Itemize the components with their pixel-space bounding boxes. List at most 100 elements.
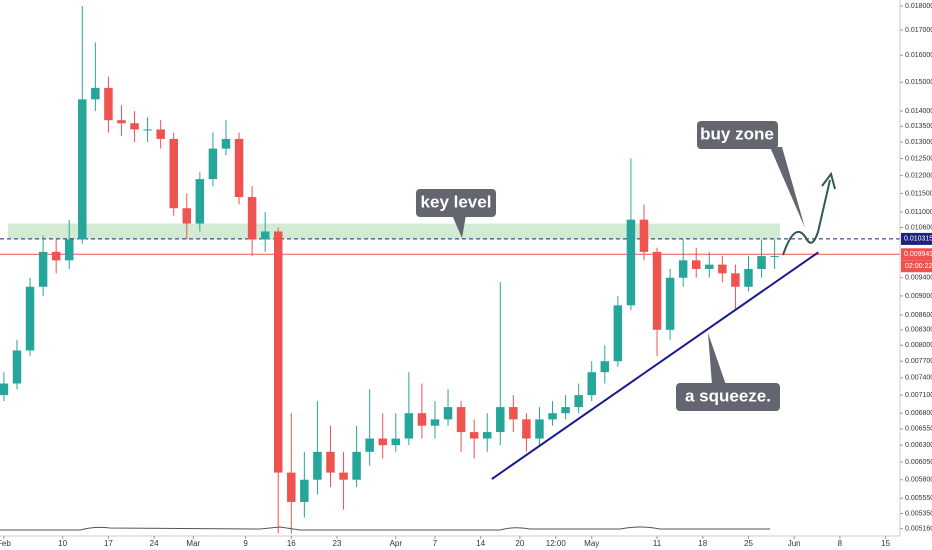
candle-body	[391, 438, 401, 446]
y-tick-label: 0.008000	[905, 342, 932, 349]
volume-strip	[0, 526, 770, 531]
annotation-squeeze: a squeeze.	[676, 333, 780, 411]
candle-body	[260, 231, 270, 240]
candle-body	[91, 87, 100, 100]
y-tick-label: 0.017000	[905, 27, 932, 34]
countdown-box	[901, 260, 932, 273]
callout-box	[697, 121, 778, 149]
candle-body	[51, 251, 61, 261]
candle-body	[731, 273, 740, 287]
x-tick-label: 25	[744, 539, 753, 548]
x-tick-label: 16	[287, 539, 296, 548]
candle-body	[613, 305, 623, 362]
zone-layer	[8, 223, 780, 240]
countdown: 02:00:22	[905, 263, 932, 270]
candle-body	[208, 148, 218, 180]
x-tick-label: 11	[653, 539, 662, 548]
x-tick-label: Jun	[788, 539, 801, 548]
y-tick-label: 0.012500	[905, 155, 932, 162]
candle-body	[496, 407, 505, 433]
candle-body	[535, 419, 544, 439]
candle-body	[665, 277, 675, 330]
trendline	[491, 251, 819, 480]
candle-body	[313, 451, 322, 480]
x-tick-label: 14	[476, 539, 485, 548]
candle-body	[38, 251, 48, 287]
forecast-arrowhead	[821, 171, 836, 190]
annotation-text: a squeeze.	[685, 386, 771, 405]
candle-body	[587, 372, 596, 396]
x-tick-label: 12:00	[546, 539, 567, 548]
y-tick-label: 0.007100	[905, 392, 932, 399]
candle-body	[300, 479, 309, 502]
axis-layer: 0.018000 0.017000 0.016000 0.015000 0.014000…	[0, 3, 932, 548]
y-tick-label: 0.005550	[905, 495, 932, 502]
candle-body	[561, 407, 570, 414]
candle-body	[25, 286, 35, 351]
annotation-text: buy zone	[700, 124, 774, 143]
candle-body	[156, 129, 165, 139]
y-tick-label: 0.007700	[905, 358, 932, 365]
candle-body	[130, 123, 139, 130]
x-tick-label: 9	[243, 539, 248, 548]
candle-body	[378, 438, 387, 446]
candle-body	[718, 264, 727, 274]
candle-body	[548, 413, 557, 420]
callout-pointer	[770, 147, 805, 228]
candle-layer	[0, 5, 900, 534]
candle-body	[574, 395, 583, 408]
x-tick-label: 18	[698, 539, 707, 548]
candle-body	[678, 260, 688, 278]
callout-box	[676, 383, 780, 411]
x-tick-label: May	[584, 539, 599, 548]
candle-body	[273, 231, 283, 473]
x-tick-label: 8	[838, 539, 843, 548]
x-tick-label: 24	[150, 539, 159, 548]
x-tick-label: 23	[333, 539, 342, 548]
y-tick-label: 0.011500	[905, 190, 932, 197]
y-tick-label: 0.009000	[905, 293, 932, 300]
candle-body	[443, 407, 453, 420]
candle-body	[287, 472, 296, 502]
candle-body	[195, 179, 205, 224]
y-tick-label: 0.015000	[905, 79, 932, 86]
candle-body	[0, 383, 9, 396]
y-tick-label: 0.014000	[905, 108, 932, 115]
callout-box	[416, 189, 496, 217]
y-tick-label: 0.010600	[905, 224, 932, 231]
candle-body	[365, 438, 374, 452]
candle-body	[639, 219, 649, 252]
y-tick-label: 0.006800	[905, 410, 932, 417]
y-tick-label: 0.007400	[905, 375, 932, 382]
x-tick-label: Apr	[390, 539, 403, 548]
candle-body	[705, 264, 714, 269]
candle-body	[652, 251, 662, 330]
y-tick-label: 0.009400	[905, 275, 932, 282]
y-tick-label: 0.005800	[905, 477, 932, 484]
candle-body	[770, 256, 779, 258]
x-tick-label: 10	[58, 539, 67, 548]
x-tick-label: 15	[881, 539, 890, 548]
candle-body	[430, 419, 440, 426]
y-tick-label: 0.006550	[905, 426, 932, 433]
x-tick-label: 17	[104, 539, 113, 548]
candle-body	[234, 138, 244, 198]
candle-body	[78, 99, 87, 240]
candle-body	[482, 432, 492, 439]
x-tick-label: Mar	[186, 539, 200, 548]
y-tick-label: 0.016000	[905, 52, 932, 59]
x-tick-label: Feb	[0, 539, 11, 548]
key-level-zone	[8, 223, 780, 240]
y-tick-label: 0.008600	[905, 312, 932, 319]
callout-pointer	[452, 215, 466, 238]
price-label-box	[901, 232, 932, 245]
candle-body	[509, 407, 518, 420]
candle-body	[169, 138, 178, 209]
callout-pointer	[708, 333, 726, 385]
y-tick-label: 0.013000	[905, 139, 932, 146]
y-tick-label: 0.011000	[905, 209, 932, 216]
candle-body	[339, 472, 348, 480]
forecast-path	[782, 179, 831, 256]
y-tick-label: 0.005160	[905, 525, 932, 532]
